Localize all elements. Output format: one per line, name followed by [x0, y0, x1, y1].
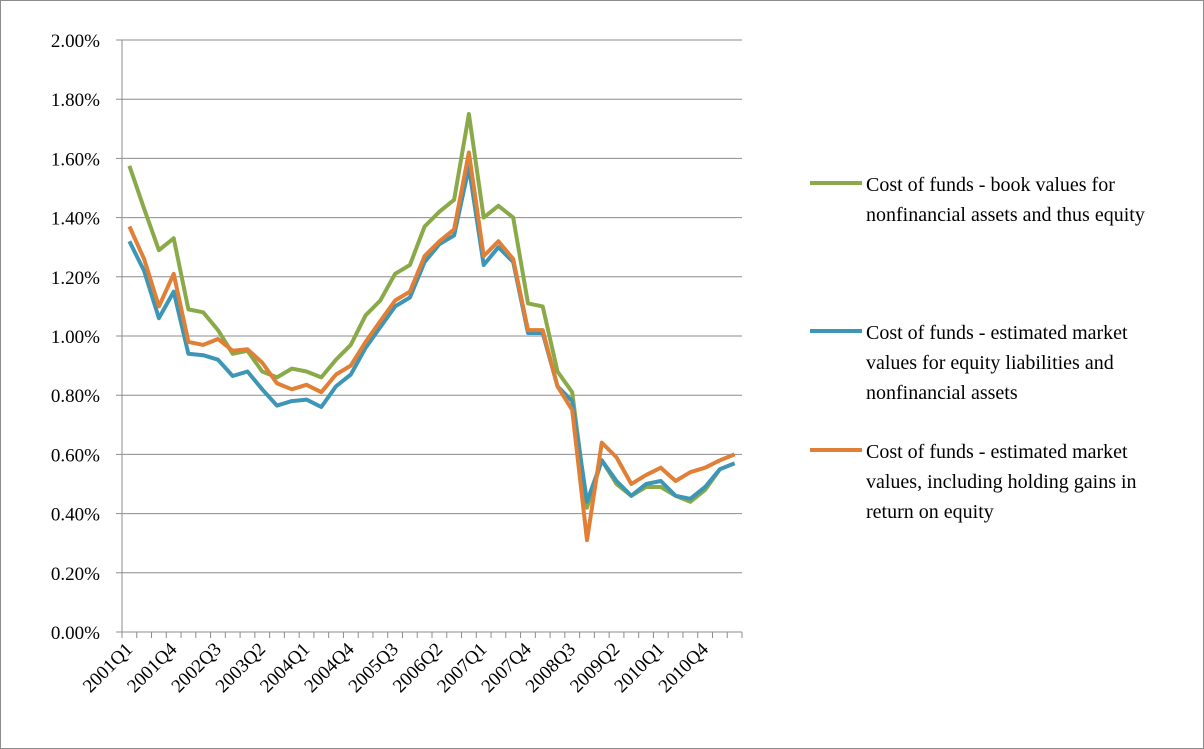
- series-line: [127, 112, 736, 510]
- y-tick-label: 0.20%: [51, 564, 100, 585]
- y-tick-label: 1.00%: [51, 327, 100, 348]
- legend-swatch: [810, 448, 862, 452]
- legend-label: Cost of funds - estimated market values …: [866, 322, 1128, 404]
- legend-label: Cost of funds - estimated market values,…: [866, 441, 1137, 523]
- y-tick-label: 1.60%: [51, 149, 100, 170]
- y-tick-label: 0.60%: [51, 445, 100, 466]
- y-tick-label: 1.80%: [51, 90, 100, 111]
- series-line: [127, 165, 736, 504]
- legend-swatch: [810, 181, 862, 185]
- series-line: [127, 150, 736, 543]
- y-tick-label: 0.80%: [51, 386, 100, 407]
- y-tick-label: 1.20%: [51, 268, 100, 289]
- legend-label: Cost of funds - book values for nonfinan…: [866, 174, 1145, 226]
- y-tick-label: 0.40%: [51, 505, 100, 526]
- legend-swatch: [810, 329, 862, 333]
- x-tick-label: 2010Q4: [655, 639, 713, 697]
- y-tick-label: 1.40%: [51, 209, 100, 230]
- y-tick-label: 2.00%: [51, 31, 100, 52]
- y-tick-label: 0.00%: [51, 623, 100, 644]
